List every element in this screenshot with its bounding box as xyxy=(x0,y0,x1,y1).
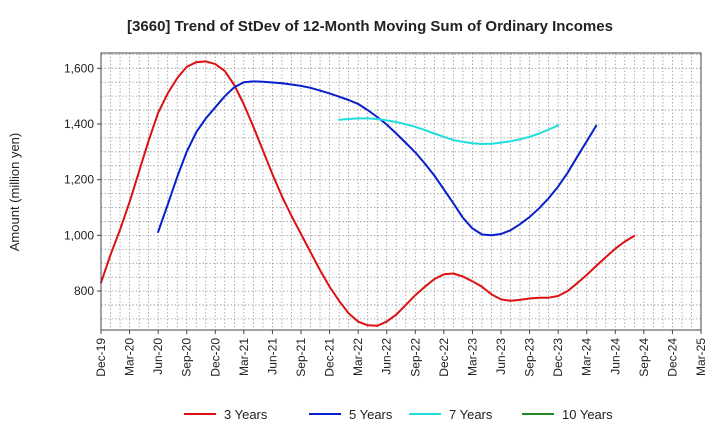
y-tick-label: 800 xyxy=(74,284,94,298)
series-line-5-years xyxy=(157,80,598,237)
y-tick-label: 1,400 xyxy=(64,117,94,131)
x-tick-label: Dec-22 xyxy=(437,338,451,377)
y-axis-ticks: 800 1,000 1,200 1,400 1,600 xyxy=(64,61,101,298)
legend: 3 Years 5 Years 7 Years 10 Years xyxy=(184,407,613,422)
x-tick-label: Dec-20 xyxy=(208,338,222,377)
x-tick-label: Mar-22 xyxy=(351,338,365,376)
x-tick-label: Mar-24 xyxy=(580,338,594,376)
x-tick-label: Dec-19 xyxy=(94,338,108,377)
series-line-3-years xyxy=(100,60,636,327)
x-tick-label: Mar-21 xyxy=(237,338,251,376)
x-tick-label: Mar-23 xyxy=(465,338,479,376)
x-tick-label: Sep-21 xyxy=(294,338,308,377)
y-tick-label: 1,600 xyxy=(64,61,94,75)
x-tick-label: Mar-20 xyxy=(123,338,137,376)
x-tick-label: Jun-22 xyxy=(380,338,394,375)
x-tick-label: Sep-22 xyxy=(408,338,422,377)
legend-label: 5 Years xyxy=(349,407,393,422)
x-axis-ticks: Dec-19 Mar-20 Jun-20 Sep-20 Dec-20 Mar-21 Jun-… xyxy=(94,330,708,377)
x-tick-label: Sep-24 xyxy=(637,338,651,377)
legend-label: 7 Years xyxy=(449,407,493,422)
x-tick-label: Jun-23 xyxy=(494,338,508,375)
chart-title: [3660] Trend of StDev of 12-Month Moving… xyxy=(127,18,613,35)
legend-label: 3 Years xyxy=(224,407,268,422)
x-tick-label: Jun-20 xyxy=(151,338,165,375)
x-tick-label: Dec-24 xyxy=(665,338,679,377)
x-tick-label: Sep-20 xyxy=(180,338,194,377)
x-tick-label: Dec-21 xyxy=(323,338,337,377)
y-tick-label: 1,200 xyxy=(64,173,94,187)
x-tick-label: Sep-23 xyxy=(523,338,537,377)
x-tick-label: Mar-25 xyxy=(694,338,708,376)
series-layer xyxy=(100,60,636,327)
grid-lines xyxy=(100,53,702,330)
y-tick-label: 1,000 xyxy=(64,228,94,242)
y-axis-label: Amount (million yen) xyxy=(7,133,22,252)
series-line-7-years xyxy=(338,117,560,145)
plot-frame xyxy=(100,52,702,331)
x-tick-label: Jun-21 xyxy=(265,338,279,375)
legend-label: 10 Years xyxy=(562,407,613,422)
x-tick-label: Dec-23 xyxy=(551,338,565,377)
x-tick-label: Jun-24 xyxy=(608,338,622,375)
